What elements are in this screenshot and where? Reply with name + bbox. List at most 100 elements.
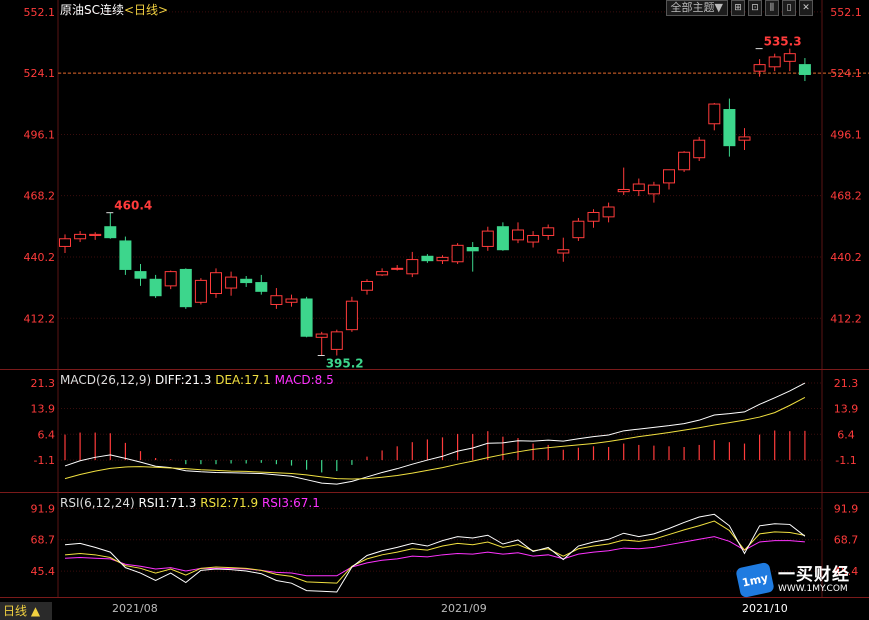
rsi-axis-label-left: 91.9 [31, 502, 56, 515]
candle-body [617, 188, 630, 193]
rsi-legend-rsi1: RSI1:71.3 [138, 496, 197, 510]
candle-body [723, 109, 736, 147]
candle-body [436, 256, 449, 262]
candle-body [210, 272, 222, 295]
candle-body [451, 244, 464, 263]
zoom-icon[interactable]: ⊡ [748, 0, 762, 16]
price-axis-label-right: 440.2 [830, 251, 862, 264]
extreme-label: 460.4 [114, 199, 152, 213]
candle-body [255, 282, 268, 292]
candle-body [496, 226, 509, 251]
macd-axis-label-left: 13.9 [31, 402, 56, 415]
candle-body [557, 249, 570, 254]
x-label-sep: 2021/09 [441, 602, 487, 615]
price-axis-label-right: 552.1 [830, 6, 862, 19]
price-axis-label-right: 496.1 [830, 128, 862, 141]
candle-body [315, 333, 328, 338]
macd-legend-macd: MACD:8.5 [274, 373, 334, 387]
rsi-axis-label-right: 91.9 [834, 502, 859, 515]
candle-body [466, 247, 479, 252]
price-axis-label-left: 440.2 [24, 251, 56, 264]
candle-body [376, 271, 389, 276]
rsi2-line [64, 520, 805, 584]
macd-axis-label-left: 21.3 [31, 377, 56, 390]
theme-selector[interactable]: 全部主题▼ [665, 0, 728, 16]
close-icon[interactable]: ✕ [799, 0, 813, 16]
candle-body [678, 151, 691, 171]
candle-body [527, 234, 540, 243]
extreme-label: 395.2 [326, 357, 364, 371]
candle-body [134, 271, 147, 279]
candle-body [768, 56, 781, 68]
candle-body [798, 64, 811, 75]
candle-body [74, 233, 87, 240]
candle-body [542, 227, 555, 236]
candle-body [149, 278, 162, 297]
candle-body [753, 64, 766, 72]
candle-body [587, 211, 600, 222]
candle-body [512, 229, 524, 241]
macd-title: MACD(26,12,9) [60, 373, 152, 387]
split-icon[interactable]: ⫼ [765, 0, 779, 16]
candle-body [602, 206, 615, 218]
rsi-axis-label-left: 45.4 [31, 565, 56, 578]
candle-body [89, 233, 102, 236]
watermark-name: 一买财经 [778, 565, 850, 585]
panel-icon[interactable]: ▯ [782, 0, 796, 16]
candle-body [330, 331, 343, 350]
rsi-axis-label-right: 45.4 [834, 565, 859, 578]
price-axis-label-left: 412.2 [24, 312, 56, 325]
candle-body [361, 280, 373, 291]
layout-icon[interactable]: ⊞ [731, 0, 745, 16]
candle-body [391, 267, 404, 270]
candle-body [240, 278, 253, 284]
rsi-title: RSI(6,12,24) [60, 496, 135, 510]
rsi-legend: RSI(6,12,24) RSI1:71.3 RSI2:71.9 RSI3:67… [60, 496, 320, 510]
x-label-oct: 2021/10 [742, 602, 788, 615]
price-axis-label-left: 524.1 [24, 67, 56, 80]
candle-body [345, 300, 358, 331]
rsi-legend-rsi3: RSI3:67.1 [261, 496, 320, 510]
rsi3-line [64, 536, 805, 577]
period-tag[interactable]: <日线> [124, 3, 169, 17]
candle-body [738, 136, 751, 141]
macd-axis-label-right: -1.1 [835, 454, 856, 467]
candle-body [572, 220, 585, 239]
candle-body [270, 295, 283, 305]
candle-body [647, 184, 660, 195]
candle-body [194, 279, 207, 303]
candle-body [693, 139, 706, 159]
candle-body [481, 230, 494, 247]
candle-body [285, 298, 298, 303]
macd-legend-dea: DEA:17.1 [215, 373, 271, 387]
watermark-logo: 1my [735, 561, 775, 599]
candle-body [225, 276, 238, 289]
candle-body [119, 240, 132, 270]
macd-axis-label-right: 6.4 [837, 428, 855, 441]
instrument-name: 原油SC连续 [60, 3, 124, 17]
extreme-label: 535.3 [764, 35, 802, 49]
macd-axis-label-left: -1.1 [34, 454, 55, 467]
candle-body [164, 271, 177, 287]
price-axis-label-right: 412.2 [830, 312, 862, 325]
rsi-axis-label-right: 68.7 [834, 534, 859, 547]
x-label-aug: 2021/08 [112, 602, 158, 615]
price-axis-label-left: 468.2 [24, 190, 56, 203]
macd-axis-label-right: 21.3 [834, 377, 859, 390]
chart-title: 原油SC连续<日线> [60, 1, 168, 18]
price-axis-label-right: 468.2 [830, 190, 862, 203]
macd-diff-line [64, 382, 806, 485]
macd-axis-label-right: 13.9 [834, 402, 859, 415]
period-switch-button[interactable]: 日线 ▲ [0, 602, 52, 620]
macd-axis-label-left: 6.4 [38, 428, 56, 441]
toolbar: 全部主题▼ ⊞ ⊡ ⫼ ▯ ✕ [665, 0, 813, 16]
rsi-axis-label-left: 68.7 [31, 534, 56, 547]
candle-body [632, 183, 645, 192]
rsi-legend-rsi2: RSI2:71.9 [200, 496, 259, 510]
price-axis-label-left: 552.1 [24, 6, 56, 19]
candle-body [59, 238, 71, 247]
macd-legend: MACD(26,12,9) DIFF:21.3 DEA:17.1 MACD:8.… [60, 373, 334, 387]
candle-body [421, 255, 434, 262]
candle-body [104, 226, 117, 239]
